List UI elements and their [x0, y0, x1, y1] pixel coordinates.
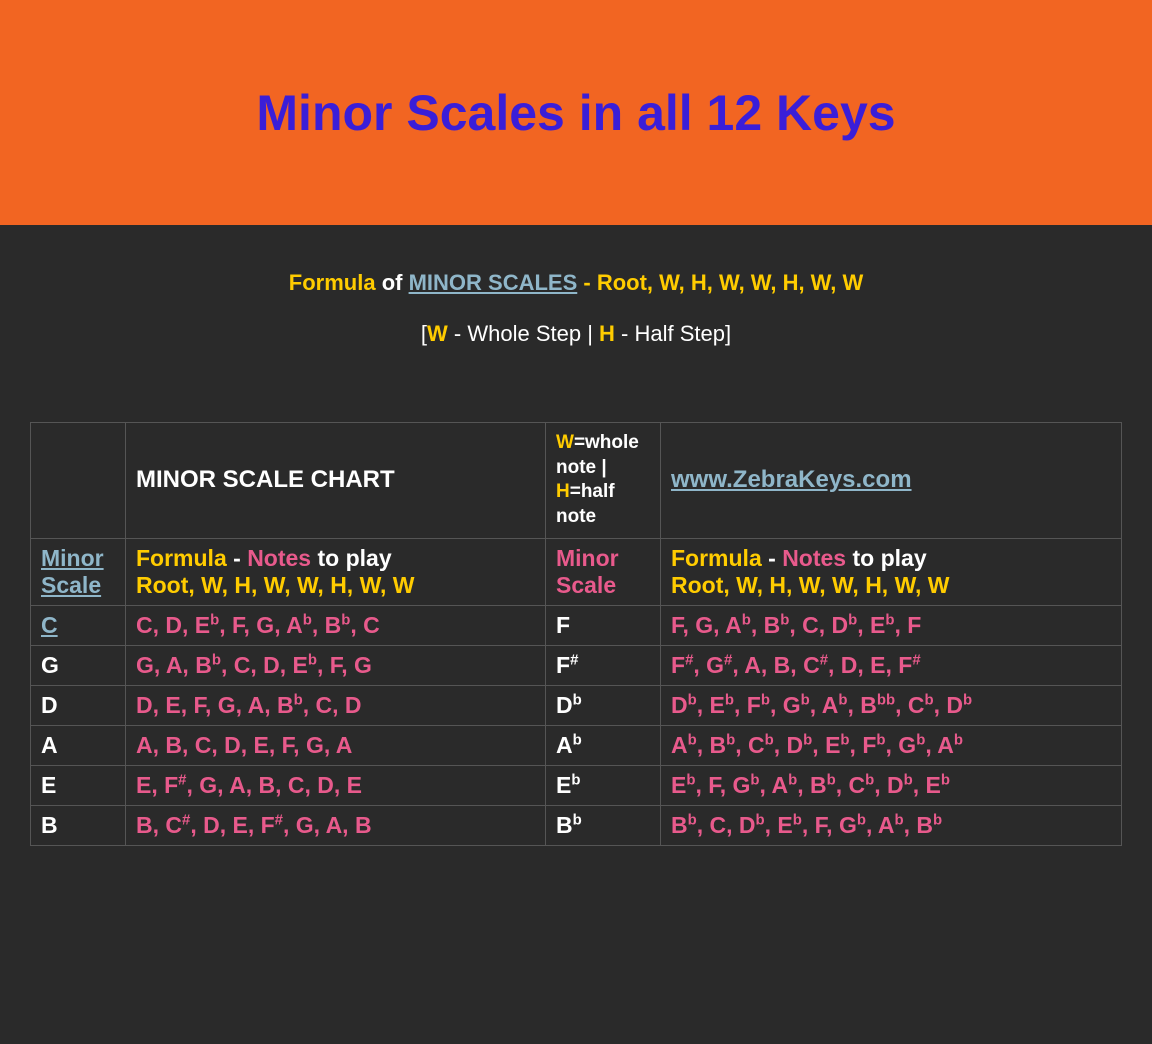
key-left-cell: D — [31, 685, 126, 725]
minor-scale-table: MINOR SCALE CHART W=whole note | H=half … — [30, 422, 1122, 846]
root-sequence: - Root, W, H, W, W, H, W, W — [577, 270, 863, 295]
table-row: C C, D, Eb, F, G, Ab, Bb, CFF, G, Ab, Bb,… — [31, 605, 1122, 645]
key-left-cell: G — [31, 645, 126, 685]
root-seq-left: Root, W, H, W, W, H, W, W — [136, 572, 415, 598]
page-title: Minor Scales in all 12 Keys — [256, 84, 895, 142]
formula-header-left: Formula - Notes to playRoot, W, H, W, W,… — [126, 538, 546, 605]
notes-right-cell: Ab, Bb, Cb, Db, Eb, Fb, Gb, Ab — [661, 725, 1122, 765]
key-left-cell: B — [31, 805, 126, 845]
key-right-cell: Db — [546, 685, 661, 725]
h-letter: H — [556, 481, 570, 502]
notes-left-cell: D, E, F, G, A, Bb, C, D — [126, 685, 546, 725]
formula-word: Formula — [289, 270, 376, 295]
formula-header-right: Formula - Notes to playRoot, W, H, W, W,… — [661, 538, 1122, 605]
chart-title-cell: MINOR SCALE CHART — [126, 423, 546, 539]
wh-legend-cell: W=whole note | H=half note — [546, 423, 661, 539]
key-right-cell: F — [546, 605, 661, 645]
table-row: DD, E, F, G, A, Bb, C, DDbDb, Eb, Fb, Gb… — [31, 685, 1122, 725]
blank-cell — [31, 423, 126, 539]
formula-label: Formula — [136, 545, 227, 571]
to-play-r: to play — [846, 545, 927, 571]
w-symbol: W — [427, 321, 448, 346]
table-row: EE, F#, G, A, B, C, D, EEbEb, F, Gb, Ab,… — [31, 765, 1122, 805]
table-row: AA, B, C, D, E, F, G, AAbAb, Bb, Cb, Db,… — [31, 725, 1122, 765]
to-play: to play — [311, 545, 392, 571]
h-desc: - Half Step] — [615, 321, 731, 346]
notes-left-cell: A, B, C, D, E, F, G, A — [126, 725, 546, 765]
dash-r: - — [762, 545, 782, 571]
key-right-cell: Ab — [546, 725, 661, 765]
notes-left-cell: G, A, Bb, C, D, Eb, F, G — [126, 645, 546, 685]
key-left-cell: E — [31, 765, 126, 805]
minor-scale-header-right: Minor Scale — [546, 538, 661, 605]
minor-scale-header-left: Minor Scale — [31, 538, 126, 605]
notes-right-cell: F, G, Ab, Bb, C, Db, Eb, F — [661, 605, 1122, 645]
header-banner: Minor Scales in all 12 Keys — [0, 0, 1152, 225]
table-row: GG, A, Bb, C, D, Eb, F, GF#F#, G#, A, B,… — [31, 645, 1122, 685]
formula-line: Formula of MINOR SCALES - Root, W, H, W,… — [30, 270, 1122, 296]
notes-left-cell: E, F#, G, A, B, C, D, E — [126, 765, 546, 805]
key-left-cell: A — [31, 725, 126, 765]
table-header-row-1: MINOR SCALE CHART W=whole note | H=half … — [31, 423, 1122, 539]
table-header-row-2: Minor Scale Formula - Notes to playRoot,… — [31, 538, 1122, 605]
root-seq-right: Root, W, H, W, W, H, W, W — [671, 572, 950, 598]
of-word: of — [382, 270, 403, 295]
notes-left-cell: C, D, Eb, F, G, Ab, Bb, C — [126, 605, 546, 645]
notes-right-cell: F#, G#, A, B, C#, D, E, F# — [661, 645, 1122, 685]
key-left-cell: C — [31, 605, 126, 645]
content-area: Formula of MINOR SCALES - Root, W, H, W,… — [0, 225, 1152, 866]
w-desc: - Whole Step | — [448, 321, 599, 346]
minor-scale-link[interactable]: Minor Scale — [41, 545, 104, 598]
zebrakeys-link[interactable]: www.ZebraKeys.com — [671, 466, 912, 493]
dash: - — [227, 545, 247, 571]
key-right-cell: Bb — [546, 805, 661, 845]
key-right-cell: Eb — [546, 765, 661, 805]
formula-label-r: Formula — [671, 545, 762, 571]
notes-right-cell: Eb, F, Gb, Ab, Bb, Cb, Db, Eb — [661, 765, 1122, 805]
table-row: BB, C#, D, E, F#, G, A, BBbBb, C, Db, Eb… — [31, 805, 1122, 845]
zebrakeys-cell: www.ZebraKeys.com — [661, 423, 1122, 539]
minor-scales-link[interactable]: MINOR SCALES — [409, 270, 578, 295]
key-link[interactable]: C — [41, 612, 58, 638]
notes-right-cell: Db, Eb, Fb, Gb, Ab, Bbb, Cb, Db — [661, 685, 1122, 725]
notes-right-cell: Bb, C, Db, Eb, F, Gb, Ab, Bb — [661, 805, 1122, 845]
notes-label: Notes — [247, 545, 311, 571]
notes-label-r: Notes — [782, 545, 846, 571]
notes-left-cell: B, C#, D, E, F#, G, A, B — [126, 805, 546, 845]
h-symbol: H — [599, 321, 615, 346]
step-legend: [W - Whole Step | H - Half Step] — [30, 321, 1122, 347]
key-right-cell: F# — [546, 645, 661, 685]
w-letter: W — [556, 432, 574, 453]
